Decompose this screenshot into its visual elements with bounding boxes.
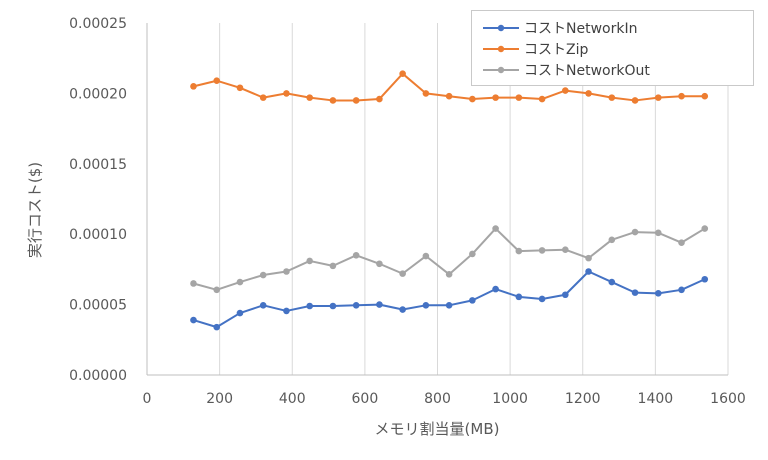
axes: 0 200 400 600 800 1000 1200 1400 1600 0.00000 0.00… — [69, 16, 746, 407]
x-tick-label: 600 — [352, 391, 379, 407]
data-point-2 — [213, 286, 221, 294]
data-point-1 — [515, 94, 523, 101]
data-point-1 — [445, 92, 453, 100]
legend-label-networkout: コストNetworkOut — [524, 63, 650, 79]
data-point-2 — [283, 268, 290, 275]
y-tick-label: 0.00010 — [69, 227, 127, 243]
data-point-1 — [701, 92, 709, 100]
data-point-0 — [236, 309, 244, 317]
data-point-2 — [399, 270, 406, 277]
data-point-0 — [399, 306, 406, 313]
data-point-1 — [306, 94, 313, 101]
data-point-2 — [259, 271, 267, 279]
data-point-0 — [515, 293, 523, 301]
legend: コストNetworkIn コストZip コストNetworkOut — [471, 10, 754, 86]
data-point-1 — [678, 92, 685, 100]
x-axis-title: メモリ割当量(MB) — [375, 420, 500, 438]
data-point-0 — [608, 278, 616, 286]
data-point-2 — [654, 229, 662, 237]
data-point-0 — [329, 302, 337, 310]
data-point-2 — [422, 252, 430, 260]
data-point-1 — [259, 94, 267, 101]
data-point-1 — [352, 97, 360, 104]
legend-swatch-marker-networkout — [497, 66, 505, 74]
y-tick-label: 0.00025 — [69, 16, 127, 32]
x-tick-label: 200 — [206, 391, 233, 407]
data-point-2 — [562, 246, 569, 253]
data-point-2 — [306, 257, 313, 265]
data-point-1 — [538, 95, 546, 103]
data-point-1 — [329, 97, 337, 104]
y-tick-label: 0.00000 — [69, 368, 127, 384]
data-point-1 — [399, 70, 406, 77]
x-tick-label: 1400 — [638, 391, 674, 407]
data-point-0 — [376, 301, 383, 308]
x-tick-label: 1200 — [565, 391, 601, 407]
x-tick-label: 0 — [143, 391, 152, 407]
data-point-2 — [445, 271, 453, 278]
data-point-0 — [306, 302, 313, 310]
data-point-2 — [608, 236, 616, 244]
data-point-0 — [631, 289, 639, 296]
data-point-2 — [376, 260, 383, 268]
data-point-0 — [654, 290, 662, 297]
data-point-2 — [492, 225, 499, 232]
data-point-2 — [329, 262, 337, 270]
data-point-0 — [562, 291, 569, 299]
data-point-1 — [585, 90, 592, 97]
y-axis-title: 実行コスト($) — [26, 162, 44, 258]
data-point-2 — [190, 280, 197, 287]
x-tick-label: 800 — [424, 391, 451, 407]
data-point-2 — [469, 250, 476, 258]
legend-swatch-marker-zip — [497, 45, 505, 53]
y-tick-label: 0.00015 — [69, 157, 127, 173]
y-tick-label: 0.00005 — [69, 298, 127, 314]
data-point-1 — [608, 94, 616, 101]
data-point-1 — [376, 95, 383, 103]
series-points — [190, 70, 709, 331]
data-point-0 — [445, 302, 453, 309]
data-point-0 — [190, 316, 197, 324]
data-point-1 — [283, 90, 290, 97]
data-point-2 — [678, 239, 685, 246]
data-point-1 — [190, 83, 197, 90]
data-point-0 — [701, 275, 709, 283]
data-point-0 — [352, 302, 360, 309]
data-point-1 — [562, 87, 569, 94]
data-point-0 — [492, 285, 499, 293]
x-tick-label: 1000 — [492, 391, 528, 407]
data-point-1 — [422, 90, 430, 97]
data-point-2 — [701, 225, 709, 232]
data-point-0 — [585, 268, 592, 275]
data-point-2 — [538, 247, 546, 254]
data-point-1 — [213, 77, 221, 85]
data-point-0 — [259, 302, 267, 309]
data-point-0 — [283, 307, 290, 315]
legend-label-networkin: コストNetworkIn — [524, 21, 637, 37]
data-point-1 — [492, 94, 499, 101]
legend-swatch-marker-networkin — [497, 24, 505, 32]
data-point-0 — [422, 302, 430, 309]
data-point-2 — [585, 254, 592, 262]
data-point-0 — [678, 286, 685, 294]
data-point-0 — [469, 297, 476, 304]
data-point-2 — [352, 252, 360, 259]
data-point-0 — [538, 295, 546, 303]
data-point-1 — [236, 84, 244, 92]
x-tick-label: 1600 — [710, 391, 746, 407]
data-point-1 — [469, 95, 476, 103]
data-point-1 — [631, 97, 639, 104]
data-point-0 — [213, 323, 221, 331]
y-tick-label: 0.00020 — [69, 86, 127, 102]
data-point-2 — [236, 278, 244, 286]
data-point-1 — [654, 94, 662, 101]
data-point-2 — [515, 247, 523, 255]
legend-label-zip: コストZip — [524, 42, 588, 58]
x-tick-label: 400 — [279, 391, 306, 407]
data-point-2 — [631, 228, 639, 236]
